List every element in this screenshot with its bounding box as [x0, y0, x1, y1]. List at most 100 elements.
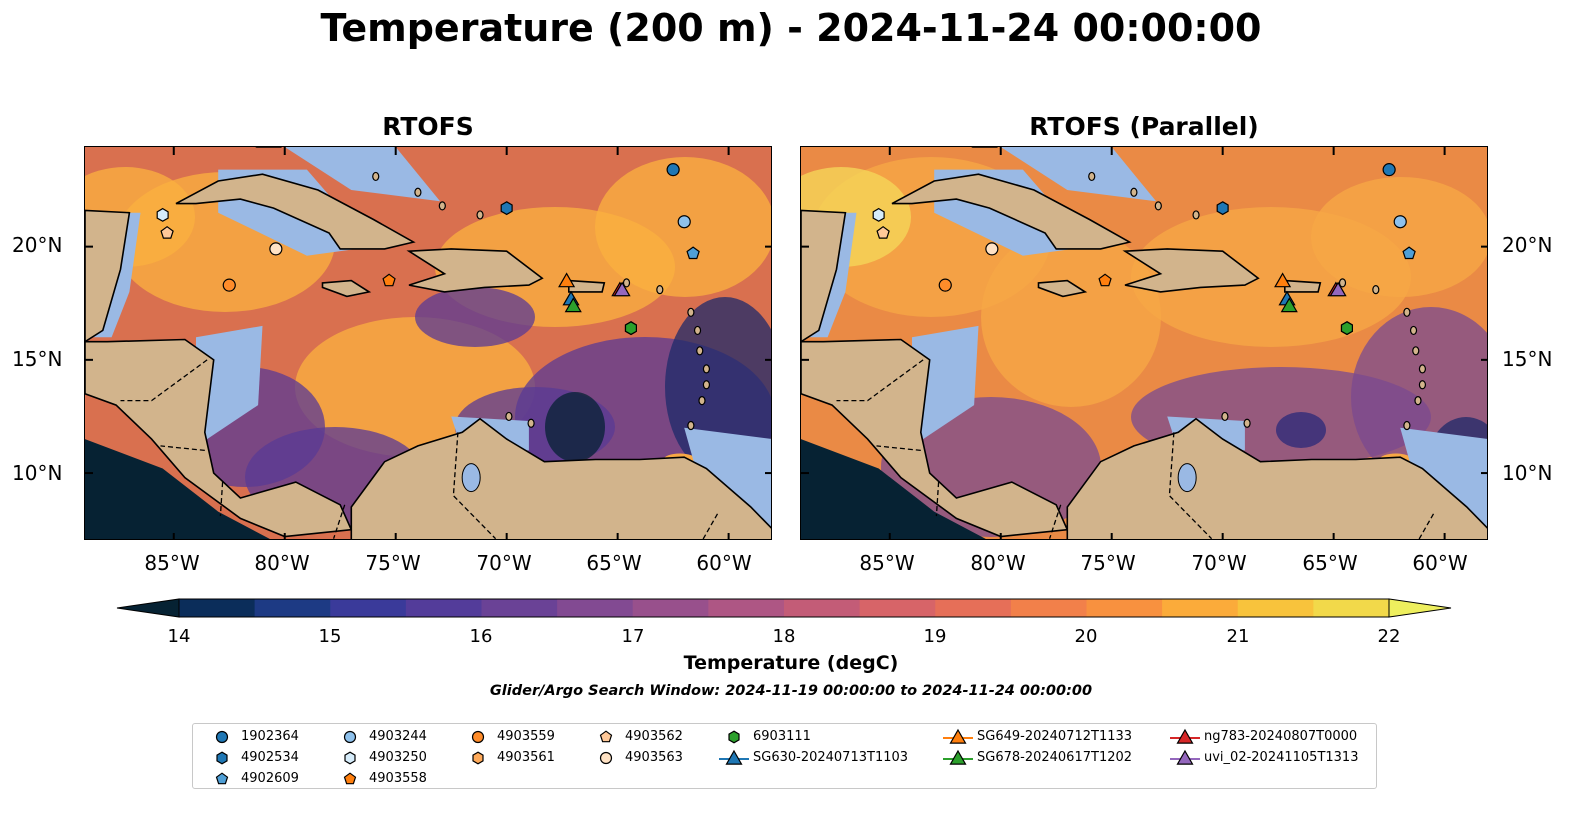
map-panel-rtofs[interactable]: [84, 146, 772, 540]
legend-symbol: [599, 730, 613, 743]
island: [1412, 346, 1420, 356]
y-tick-label: 20°N: [12, 233, 63, 257]
legend-label: SG630-20240713T1103: [753, 750, 909, 765]
pacific-ocean: [85, 439, 270, 539]
colorbar-tick-label: 19: [923, 626, 947, 647]
hispaniola-land: [1122, 248, 1260, 293]
legend-marker-icon: [472, 751, 484, 765]
marker-4903558: [1098, 273, 1112, 287]
island: [1192, 210, 1200, 220]
country-border: [120, 359, 208, 402]
legend-label: 4903559: [497, 729, 555, 744]
island: [476, 210, 484, 220]
colorbar-segment: [784, 599, 861, 617]
legend-marker-icon: [344, 751, 356, 765]
legend-marker-icon: [728, 730, 740, 744]
island: [1372, 285, 1380, 295]
x-tick-label: 75°W: [365, 551, 421, 575]
legend-label: 4903244: [369, 729, 427, 744]
island: [687, 307, 695, 317]
island: [656, 285, 664, 295]
lake-maracaibo: [1177, 463, 1197, 493]
hispaniola-land: [406, 248, 544, 293]
marker-4903244: [677, 215, 691, 229]
colorbar-segment: [859, 599, 936, 617]
x-tick-label: 85°W: [144, 551, 200, 575]
island: [372, 171, 380, 182]
island: [1088, 171, 1096, 182]
colorbar-tick-label: 14: [167, 626, 191, 647]
y-tick-label: 15°N: [12, 347, 63, 371]
country-border: [1048, 504, 1062, 539]
colorbar-tick-label: 22: [1377, 626, 1401, 647]
legend-marker-icon: [943, 728, 973, 744]
legend-symbol: [215, 730, 229, 744]
colorbar-label: Temperature (degC): [683, 652, 899, 674]
puerto-rico-land: [1283, 279, 1322, 293]
temperature-anomaly: [981, 227, 1161, 407]
legend-marker-icon: [216, 751, 228, 765]
colorbar-segment: [481, 599, 558, 617]
legend-triangle: [949, 749, 967, 765]
legend-label: 4903563: [625, 750, 683, 765]
legend-symbol: [728, 730, 740, 744]
marker-uvi_02-20241105T1313: [1329, 281, 1347, 297]
colorbar-frame: [178, 598, 1390, 618]
legend-marker-icon: [943, 749, 973, 765]
panel-title-rtofs-parallel: RTOFS (Parallel): [1029, 112, 1259, 141]
y-tick-label: 10°N: [12, 461, 63, 485]
legend-label: 4903558: [369, 771, 427, 786]
country-border: [1418, 513, 1435, 539]
x-tick-label: 60°W: [1412, 551, 1468, 575]
marker-SG678-20240617T1202: [564, 297, 582, 313]
x-tick-label: 60°W: [696, 551, 752, 575]
marker-6903111: [624, 321, 638, 336]
x-tick-label: 70°W: [476, 551, 532, 575]
yucatan-land: [85, 209, 131, 343]
colorbar: [116, 598, 1452, 618]
x-tick-label: 80°W: [970, 551, 1026, 575]
island: [622, 278, 631, 288]
continental-shelf: [912, 325, 979, 440]
legend-triangle: [949, 728, 967, 744]
y-tick-label: 10°N: [1502, 461, 1553, 485]
marker-4902609: [686, 246, 700, 260]
map-panel-rtofs-parallel[interactable]: [800, 146, 1488, 540]
legend-label: 4902534: [241, 750, 299, 765]
x-tick-label: 65°W: [586, 551, 642, 575]
temperature-anomaly: [1311, 177, 1487, 297]
colorbar-extend-high: [1388, 598, 1452, 618]
legend-symbol: [472, 751, 484, 765]
legend-marker-icon: [343, 730, 357, 744]
colorbar-segment: [254, 599, 331, 617]
central-america-land: [85, 338, 353, 538]
central-america-land: [801, 338, 1069, 538]
puerto-rico-land: [567, 279, 606, 293]
temperature-map-rtofs-parallel: [801, 147, 1487, 539]
legend-label: SG649-20240712T1133: [977, 729, 1133, 744]
legend-triangle: [1176, 749, 1194, 765]
legend-marker-icon: [215, 772, 229, 785]
figure-title: Temperature (200 m) - 2024-11-24 00:00:0…: [320, 6, 1262, 50]
temperature-anomaly: [1276, 412, 1326, 448]
temperature-anomaly: [415, 287, 535, 347]
marker-4902534: [1216, 201, 1229, 216]
pacific-ocean: [801, 439, 986, 539]
x-tick-label: 65°W: [1302, 551, 1358, 575]
colorbar-tick-label: 20: [1074, 626, 1098, 647]
marker-4903562: [160, 225, 174, 239]
y-tick-label: 15°N: [1502, 347, 1553, 371]
search-window-text: Glider/Argo Search Window: 2024-11-19 00…: [489, 683, 1093, 699]
colorbar-segment: [179, 599, 256, 617]
island: [1418, 380, 1427, 390]
legend-triangle: [725, 749, 743, 765]
legend-label: ng783-20240807T0000: [1204, 729, 1358, 744]
marker-4903563: [985, 242, 999, 256]
colorbar-segment: [708, 599, 785, 617]
marker-4903558: [382, 273, 396, 287]
island: [687, 420, 695, 431]
legend-label: 1902364: [241, 729, 299, 744]
colorbar-tick-label: 17: [621, 626, 645, 647]
colorbar-segment: [935, 599, 1012, 617]
marker-4903250: [872, 207, 885, 222]
